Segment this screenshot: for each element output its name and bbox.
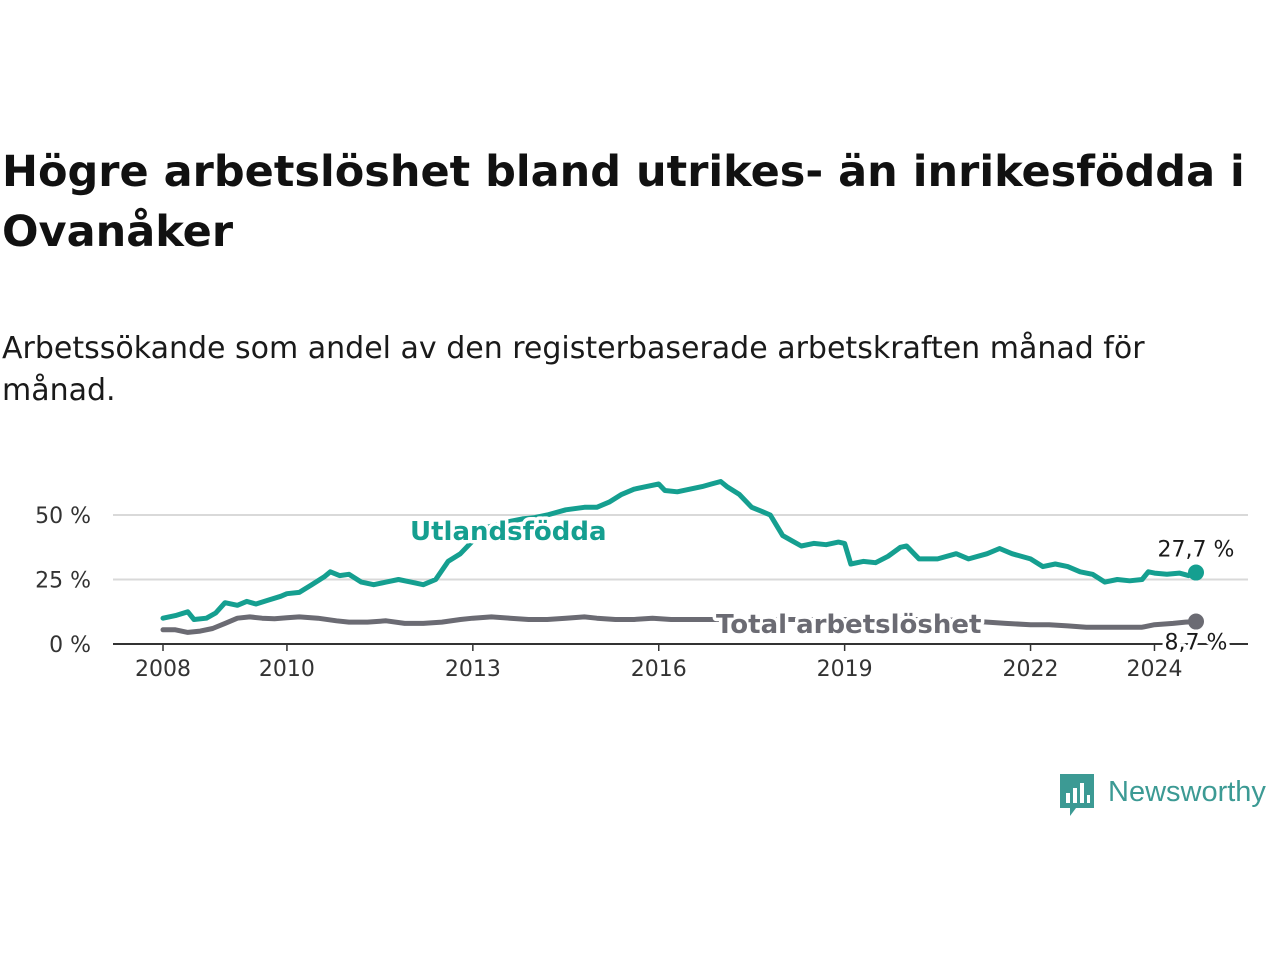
series-line-utlandsfodda (160, 479, 1199, 622)
end-value-utlandsfodda: 27,7 % (1158, 538, 1235, 563)
series-line-total (160, 614, 1199, 635)
x-tick-label: 2022 (1003, 657, 1059, 682)
x-tick-label: 2013 (445, 657, 501, 682)
grid-lines (113, 514, 1248, 581)
x-tick-label: 2016 (631, 657, 687, 682)
x-tick-label: 2008 (135, 657, 191, 682)
brand-name: Newsworthy (1108, 776, 1266, 808)
chart-subtitle: Arbetssökande som andel av den registerb… (2, 331, 1145, 408)
series-label-total: Total arbetslöshet (716, 610, 981, 640)
x-axis-ticks: 2008 2010 2013 2016 2019 2022 2024 (135, 644, 1182, 682)
line-chart: 0 % 25 % 50 % 2008 2010 2013 2016 2019 2022 2024… (35, 479, 1248, 682)
series-label-total-halo: Total arbetslöshet (716, 610, 981, 640)
x-tick-label: 2010 (259, 657, 315, 682)
y-tick-label: 25 % (35, 569, 91, 594)
series-end-point (1188, 564, 1204, 581)
end-value-total: 8,7 % (1165, 631, 1228, 656)
series-label-utlandsfodda: Utlandsfödda (410, 517, 607, 547)
chart-title: Högre arbetslöshet bland utrikes- än inr… (2, 147, 1245, 257)
end-value-total-halo: 8,7 % (1165, 631, 1228, 656)
y-tick-label: 50 % (35, 504, 91, 529)
x-tick-label: 2024 (1126, 657, 1182, 682)
series-end-point (1188, 613, 1204, 630)
series-lines (113, 479, 1248, 645)
series-label-utlandsfodda-halo: Utlandsfödda (410, 517, 607, 547)
end-value-utlandsfodda-halo: 27,7 % (1158, 538, 1235, 563)
y-axis-ticks: 0 % 25 % 50 % (35, 504, 91, 658)
newsworthy-logo-icon (1060, 774, 1094, 816)
x-tick-label: 2019 (817, 657, 873, 682)
y-tick-label: 0 % (49, 633, 91, 658)
